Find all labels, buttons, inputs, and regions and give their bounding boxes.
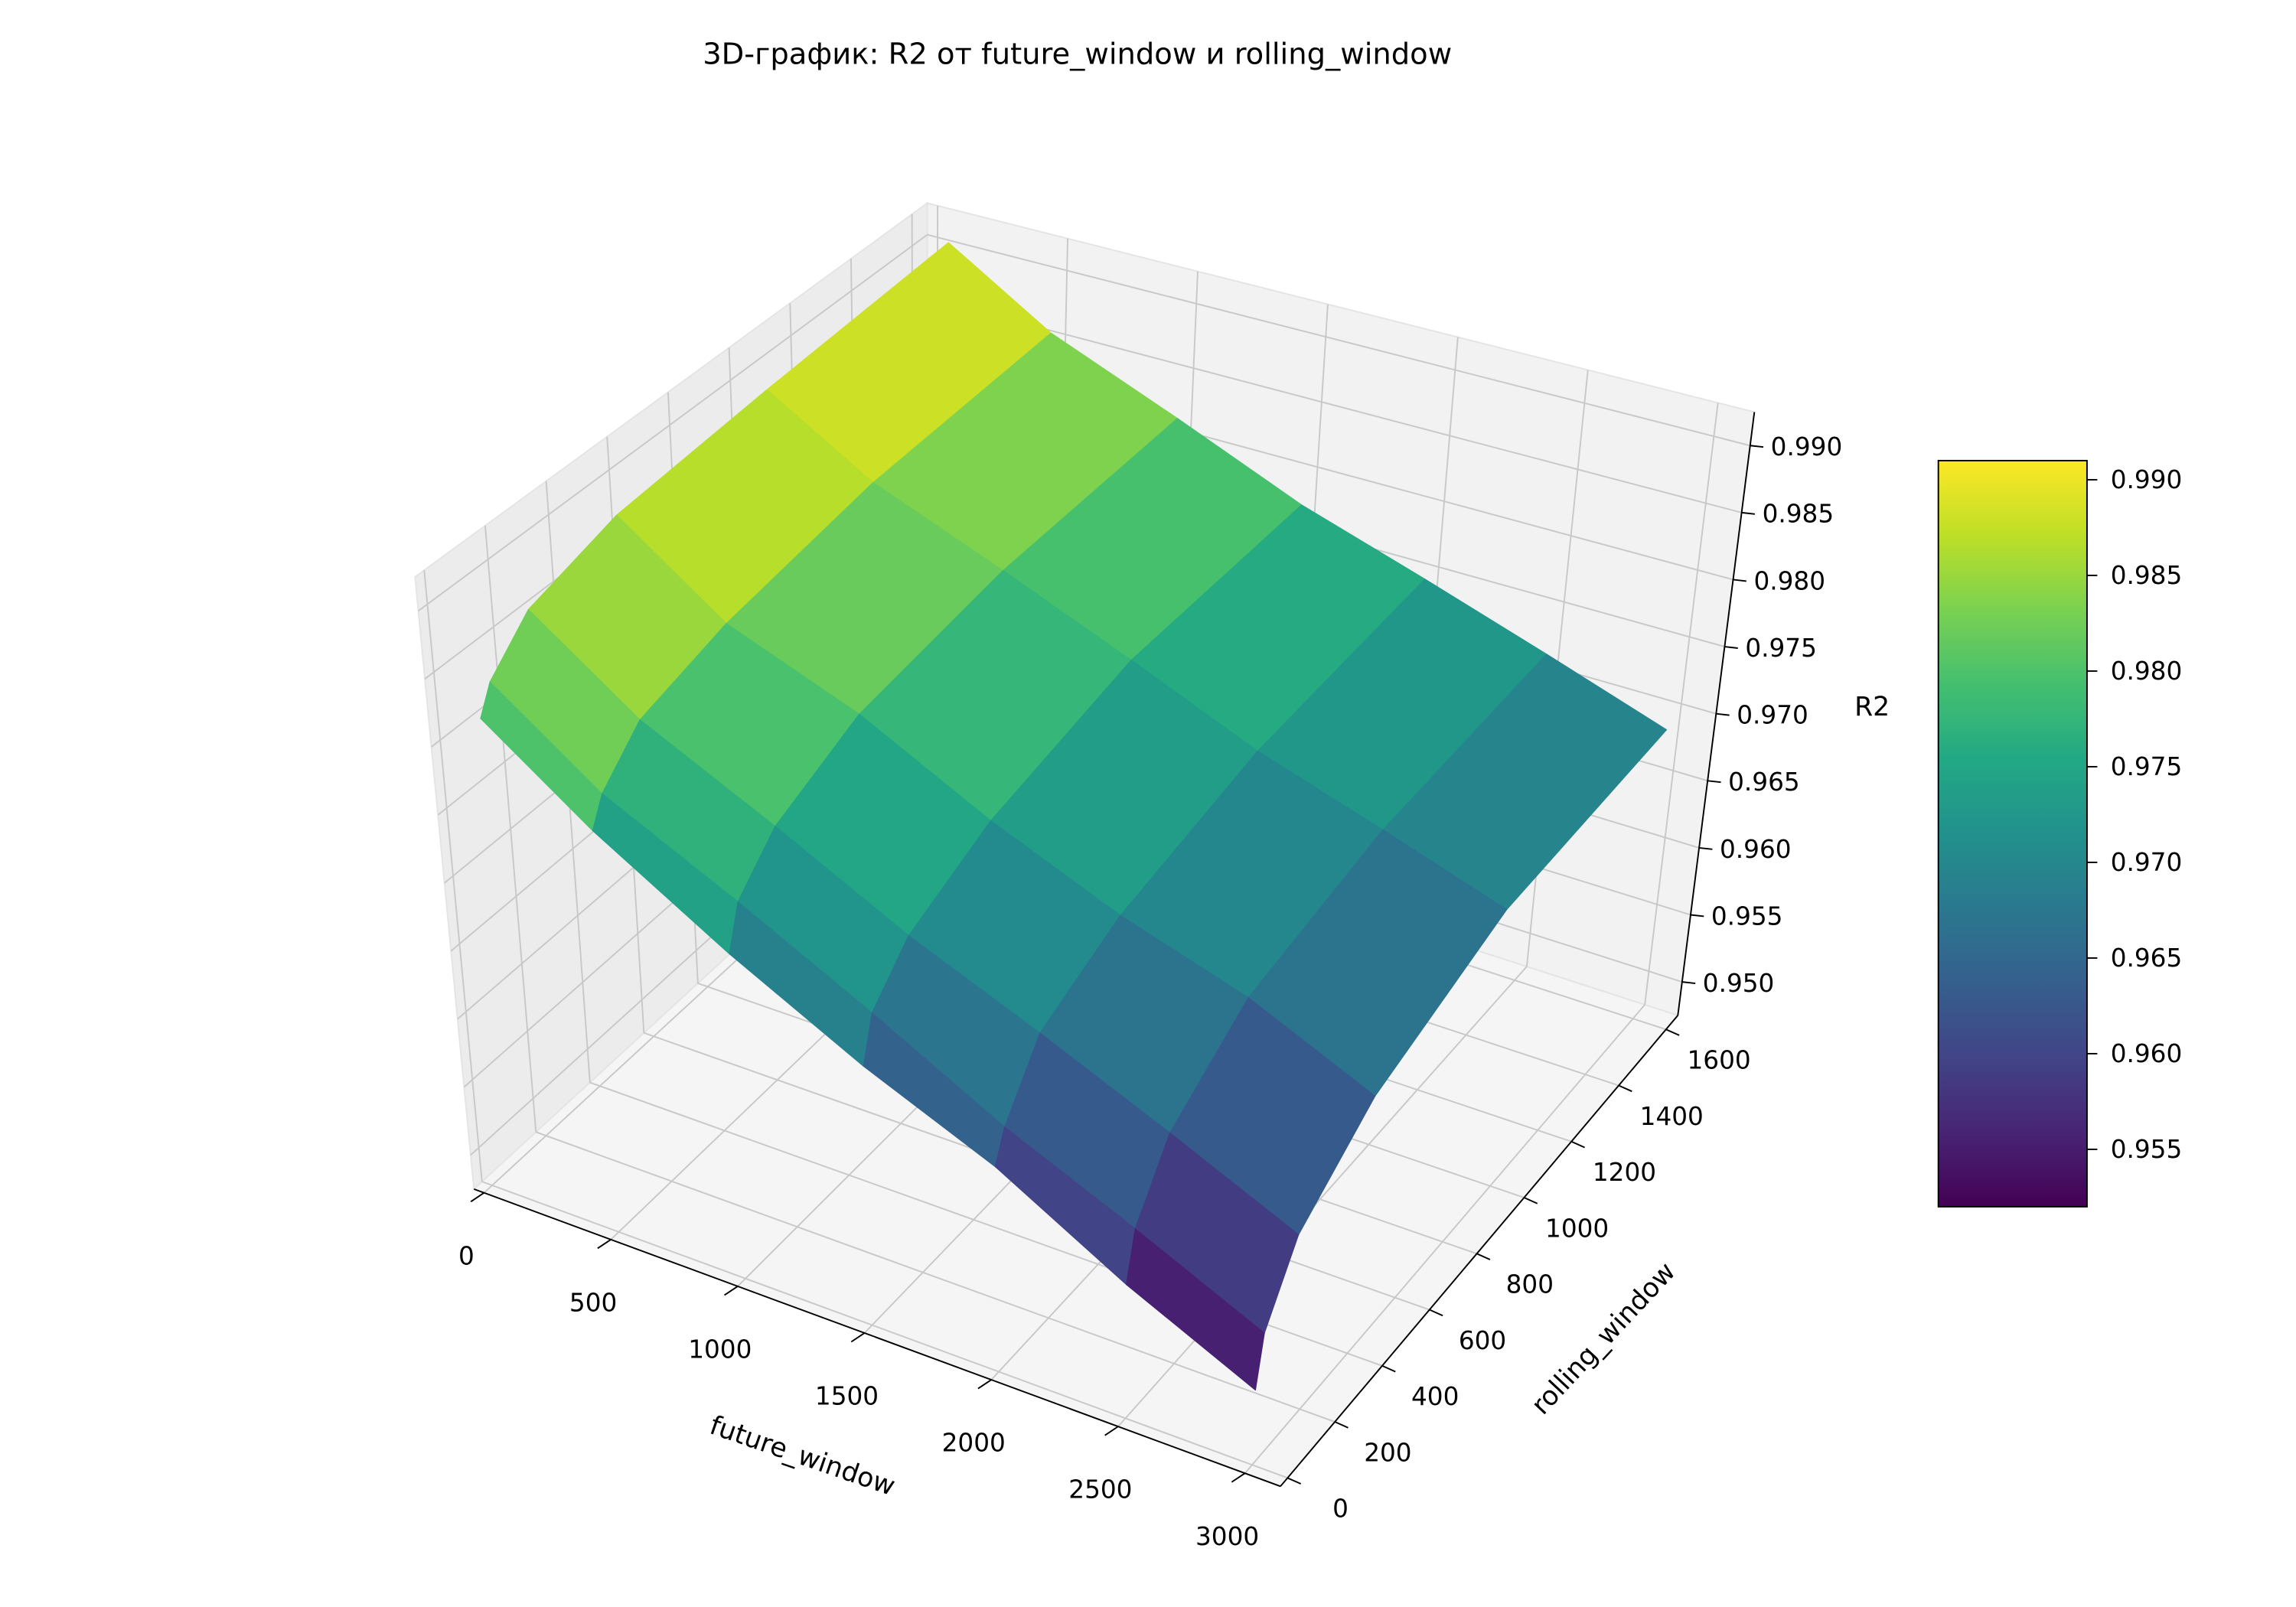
- x-tick: [1104, 1426, 1119, 1436]
- tick-label: 0.955: [1711, 901, 1783, 931]
- tick-label: 600: [1459, 1326, 1506, 1355]
- tick-label: 800: [1506, 1270, 1554, 1299]
- colorbar-tick-label: 0.985: [2111, 561, 2183, 590]
- y-tick: [1570, 1140, 1585, 1149]
- x-tick: [597, 1239, 612, 1250]
- tick-label: 1200: [1593, 1158, 1656, 1187]
- y-tick: [1429, 1309, 1443, 1317]
- y-tick: [1524, 1197, 1538, 1204]
- x-tick: [977, 1379, 992, 1390]
- y-tick: [1334, 1421, 1349, 1429]
- axis-line: [473, 1188, 1281, 1488]
- grid-line: [927, 297, 1742, 513]
- y-tick: [1381, 1364, 1396, 1373]
- tick-label: 0.975: [1745, 634, 1817, 663]
- colorbar-tick-label: 0.990: [2111, 465, 2183, 494]
- colorbar-tick-label: 0.970: [2111, 848, 2183, 877]
- colorbar-tick-label: 0.965: [2111, 944, 2183, 973]
- tick-label: 0.950: [1703, 969, 1775, 998]
- y-tick: [1618, 1084, 1632, 1093]
- x-tick: [724, 1286, 739, 1296]
- z-tick: [1681, 981, 1696, 984]
- x-tick: [1231, 1472, 1246, 1483]
- y-tick: [1665, 1028, 1680, 1036]
- grid-line: [1117, 966, 1528, 1427]
- x-tick: [470, 1191, 485, 1203]
- tick-label: 400: [1411, 1382, 1459, 1411]
- z-tick: [1741, 511, 1756, 515]
- z-tick: [1750, 445, 1764, 448]
- tick-label: 0.980: [1753, 566, 1825, 595]
- tick-label: 500: [569, 1288, 617, 1317]
- tick-label: 0.990: [1771, 432, 1843, 461]
- z-tick: [1716, 712, 1730, 716]
- y-tick: [1287, 1477, 1302, 1485]
- grid-line: [535, 1131, 1336, 1423]
- z-tick: [1724, 646, 1738, 649]
- tick-label: 0: [1332, 1495, 1349, 1524]
- tick-label: 1500: [815, 1382, 879, 1411]
- tick-label: 0.970: [1737, 701, 1808, 730]
- tick-label: 1600: [1687, 1046, 1750, 1075]
- tick-label: 1000: [1545, 1214, 1609, 1243]
- grid-line: [418, 233, 928, 612]
- tick-label: 0.965: [1728, 768, 1800, 797]
- z-tick: [1707, 780, 1721, 784]
- colorbar: [1937, 459, 2088, 1208]
- chart-title: 3D-график: R2 от future_window и rolling…: [703, 37, 1452, 72]
- colorbar-tick-label: 0.955: [2111, 1135, 2183, 1164]
- z-tick: [1698, 846, 1713, 850]
- z-axis-label: R2: [1854, 692, 1890, 722]
- grid-line: [927, 233, 1750, 447]
- colorbar-tick-label: 0.960: [2111, 1039, 2183, 1068]
- grid-line: [481, 1181, 1288, 1479]
- surface-patch: [1126, 1228, 1265, 1391]
- tick-label: 2000: [942, 1429, 1006, 1458]
- y-tick: [1476, 1253, 1491, 1260]
- tick-label: 1400: [1640, 1102, 1704, 1131]
- grid-line: [1244, 1004, 1645, 1474]
- axis-line: [1280, 1015, 1679, 1487]
- colorbar-tick-label: 0.975: [2111, 752, 2183, 781]
- tick-label: 2500: [1068, 1475, 1132, 1504]
- tick-label: 0.985: [1763, 500, 1835, 529]
- tick-label: 0: [458, 1241, 475, 1270]
- x-axis-label: future_window: [706, 1410, 899, 1502]
- z-tick: [1690, 914, 1704, 918]
- tick-label: 1000: [688, 1335, 752, 1364]
- axis-line: [1677, 412, 1756, 1016]
- tick-label: 3000: [1195, 1522, 1259, 1551]
- x-tick: [850, 1332, 866, 1343]
- colorbar-tick-label: 0.980: [2111, 657, 2183, 686]
- tick-label: 200: [1364, 1438, 1411, 1467]
- tick-label: 0.960: [1720, 835, 1792, 864]
- z-tick: [1733, 579, 1746, 582]
